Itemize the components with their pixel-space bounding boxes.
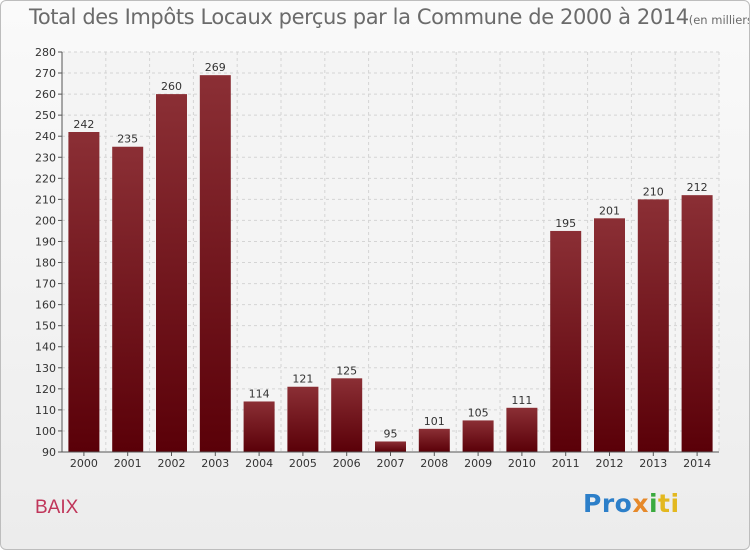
y-tick-label: 90: [42, 446, 56, 459]
y-tick-label: 260: [35, 88, 56, 101]
y-tick-label: 230: [35, 151, 56, 164]
bar-2004: [243, 401, 275, 452]
data-label-2011: 195: [555, 217, 576, 230]
bar-2013: [637, 199, 669, 452]
bar-2012: [594, 218, 625, 452]
data-label-2014: 212: [687, 181, 708, 194]
x-tick-label-2004: 2004: [245, 457, 273, 470]
bar-2007: [375, 441, 406, 452]
data-label-2006: 125: [336, 364, 357, 377]
bar-2000: [68, 132, 100, 452]
y-tick-label: 150: [35, 320, 56, 333]
data-label-2001: 235: [117, 133, 138, 146]
bar-2008: [418, 428, 450, 452]
chart-title-text: Total des Impôts Locaux perçus par la Co…: [29, 5, 689, 29]
x-tick-label-2008: 2008: [420, 457, 448, 470]
data-label-2004: 114: [249, 387, 270, 400]
x-tick-label-2012: 2012: [596, 457, 624, 470]
data-label-2013: 210: [643, 185, 664, 198]
y-tick-label: 280: [35, 46, 56, 59]
y-tick-label: 120: [35, 383, 56, 396]
labels: 242 235 260 269 114 121 125 95 101 105 111 195 201 21…: [73, 61, 707, 440]
data-label-2000: 242: [73, 118, 94, 131]
bar-2014: [681, 195, 713, 452]
y-tick-label: 170: [35, 278, 56, 291]
x-tick-label-2006: 2006: [333, 457, 361, 470]
y-tick-label: 240: [35, 130, 56, 143]
y-tick-label: 140: [35, 341, 56, 354]
bar-2006: [331, 378, 363, 452]
x-tick-label-2011: 2011: [552, 457, 580, 470]
bar-2010: [506, 407, 538, 452]
y-tick-label: 210: [35, 193, 56, 206]
y-tick-label: 160: [35, 299, 56, 312]
x-tick-label-2002: 2002: [158, 457, 186, 470]
bar-2005: [287, 386, 319, 452]
x-tick-label-2001: 2001: [114, 457, 142, 470]
y-tick-label: 100: [35, 425, 56, 438]
data-label-2010: 111: [511, 394, 532, 407]
logo-part-4: ti: [658, 489, 680, 518]
bar-2002: [156, 94, 187, 453]
logo-part-3: i: [648, 489, 659, 518]
bar-2011: [550, 230, 582, 452]
x-tick-label-2005: 2005: [289, 457, 317, 470]
x-tick-label-2014: 2014: [683, 457, 711, 470]
y-tick-label: 130: [35, 362, 56, 375]
x-tick-label-2000: 2000: [70, 457, 98, 470]
logo-part-2: x: [632, 489, 649, 518]
commune-name: BAIX: [35, 497, 79, 518]
data-label-2007: 95: [384, 427, 398, 440]
bar-2001: [112, 146, 144, 452]
x-tick-label-2013: 2013: [639, 457, 667, 470]
y-tick-label: 180: [35, 257, 56, 270]
axes: 90 100 110 120 130 140 150 160 170 180 190 200 210 22…: [35, 46, 719, 470]
data-label-2005: 121: [292, 373, 313, 386]
data-label-2009: 105: [468, 406, 489, 419]
x-tick-label-2009: 2009: [464, 457, 492, 470]
y-tick-label: 270: [35, 67, 56, 80]
data-label-2002: 260: [161, 80, 182, 93]
y-tick-label: 190: [35, 235, 56, 248]
y-tick-label: 200: [35, 214, 56, 227]
chart-title: Total des Impôts Locaux perçus par la Co…: [29, 5, 750, 29]
data-label-2003: 269: [205, 61, 226, 74]
proxiti-logo[interactable]: Proxiti: [583, 489, 680, 518]
y-tick-label: 110: [35, 404, 56, 417]
bar-2003: [199, 75, 231, 452]
x-tick-label-2003: 2003: [201, 457, 229, 470]
chart-unit: (en milliers d'€): [688, 13, 750, 27]
x-tick-label-2007: 2007: [377, 457, 405, 470]
y-tick-label: 250: [35, 109, 56, 122]
bar-2009: [462, 420, 494, 452]
logo-part-1: Pro: [583, 489, 633, 518]
x-tick-label-2010: 2010: [508, 457, 536, 470]
data-label-2008: 101: [424, 415, 445, 428]
data-label-2012: 201: [599, 204, 620, 217]
bars: [68, 75, 713, 453]
y-tick-label: 220: [35, 172, 56, 185]
